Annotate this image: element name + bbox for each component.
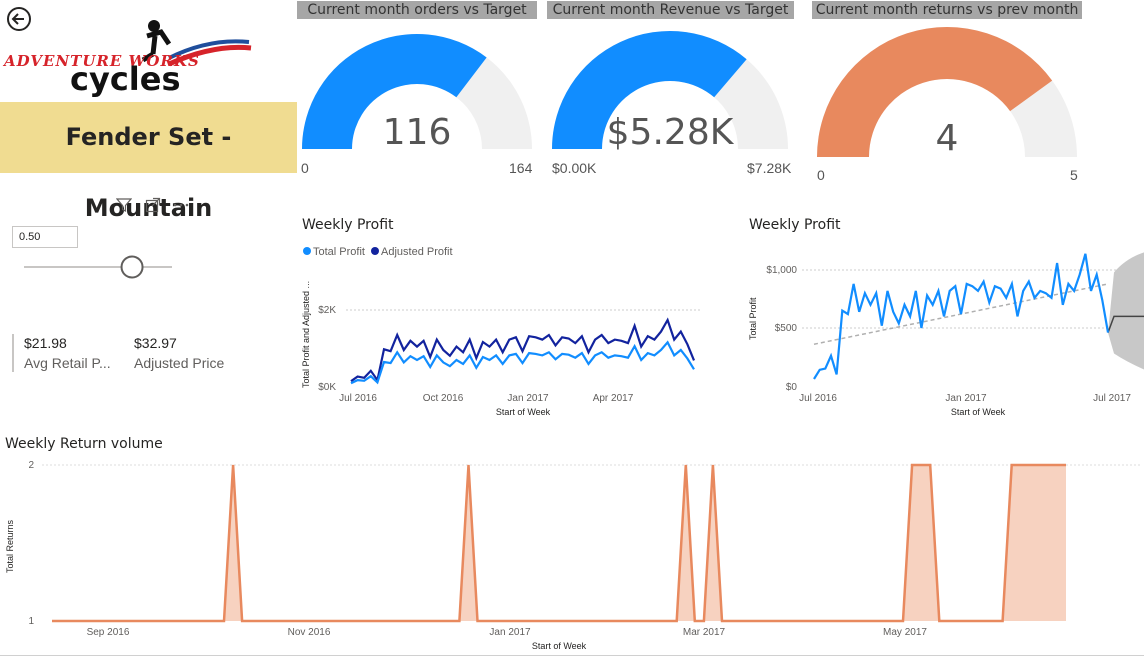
logo-line1: ADVENTURE WORKS	[4, 52, 200, 70]
y-tick-1: 1	[28, 616, 34, 627]
weekly-return-chart[interactable]: 1 2 Total Returns Sep 2016 Nov 2016 Jan …	[0, 455, 1144, 655]
x-tick-sep-2016: Sep 2016	[87, 627, 130, 638]
gauge-orders-fill	[302, 33, 487, 149]
filter-icon[interactable]	[116, 197, 132, 213]
gauge-revenue-fill	[552, 30, 747, 150]
legend-adjusted-profit-marker	[371, 247, 379, 255]
gauge-returns-min: 0	[817, 167, 825, 183]
kpi-adjusted-price-label: Adjusted Price	[134, 355, 225, 371]
x-tick-oct-2016: Oct 2016	[423, 393, 464, 404]
legend-total-profit: Total Profit	[313, 246, 365, 258]
kpi-divider	[12, 334, 14, 372]
x-tick-apr-2017: Apr 2017	[593, 393, 634, 404]
x-tick-jul-2016: Jul 2016	[339, 393, 377, 404]
gauge-returns-fill	[817, 27, 1053, 157]
gauge-revenue-title: Current month Revenue vs Target	[547, 1, 794, 19]
gauge-orders-arc	[302, 33, 532, 149]
gauge-revenue-max: $7.28K	[747, 160, 792, 176]
y-tick-1000: $1,000	[766, 265, 797, 276]
price-slider[interactable]	[20, 254, 180, 280]
kpi-avg-retail-value: $21.98	[24, 335, 67, 351]
y-tick-0: $0	[786, 382, 798, 393]
back-arrow-icon[interactable]	[6, 6, 32, 32]
series-returns-line[interactable]	[52, 463, 1066, 623]
gauge-returns-arc	[817, 27, 1077, 158]
bottom-border	[0, 655, 1144, 656]
y-tick-2: 2	[28, 460, 34, 471]
product-title: Fender Set - Mountain	[0, 102, 297, 222]
legend-total-profit-marker	[303, 247, 311, 255]
slider-thumb[interactable]	[120, 255, 144, 279]
series-total-profit-line[interactable]	[350, 340, 695, 385]
gauge-orders-min: 0	[301, 160, 309, 176]
kpi-adjusted-price-value: $32.97	[134, 335, 177, 351]
slider-value-input[interactable]: 0.50	[12, 226, 78, 248]
x-tick-jul-2017: Jul 2017	[1093, 393, 1131, 404]
more-options-icon[interactable]	[172, 197, 190, 213]
x-tick-mar-2017: Mar 2017	[683, 627, 726, 638]
weekly-return-title: Weekly Return volume	[5, 436, 163, 452]
x-axis-label: Start of Week	[951, 407, 1006, 417]
gauge-revenue-value: $5.28K	[606, 112, 734, 153]
y-axis-label: Total Profit	[748, 297, 758, 340]
gauge-orders-title: Current month orders vs Target	[297, 1, 537, 19]
cyclist-logo-icon	[141, 20, 252, 67]
x-tick-nov-2016: Nov 2016	[288, 627, 331, 638]
y-tick-500: $500	[775, 323, 798, 334]
weekly-profit-legend[interactable]: Total Profit Adjusted Profit	[303, 246, 453, 258]
logo-line2: cycles	[70, 60, 181, 98]
x-tick-may-2017: May 2017	[883, 627, 927, 638]
x-tick-jan-2017: Jan 2017	[489, 627, 531, 638]
forecast-confidence-band	[1108, 252, 1144, 370]
legend-adjusted-profit: Adjusted Profit	[381, 246, 453, 258]
gauge-revenue-min: $0.00K	[552, 160, 597, 176]
y-tick-0: $0K	[318, 382, 336, 393]
gauge-orders-max: 164	[509, 160, 533, 176]
x-tick-jan-2017: Jan 2017	[945, 393, 987, 404]
gauge-returns-value: 4	[935, 118, 959, 159]
x-axis-label: Start of Week	[496, 407, 551, 417]
series-adjusted-profit-line[interactable]	[350, 317, 696, 383]
weekly-profit-title: Weekly Profit	[302, 217, 394, 233]
gauge-revenue-arc	[552, 30, 788, 150]
weekly-profit-forecast-chart[interactable]: $0 $500 $1,000 Total Profit Jul 2016 Jan…	[744, 238, 1144, 423]
y-tick-2k: $2K	[318, 305, 336, 316]
y-axis-label: Total Returns	[5, 519, 15, 573]
logo: ADVENTURE WORKS cycles	[4, 18, 254, 100]
focus-mode-icon[interactable]	[145, 197, 161, 213]
x-axis-label: Start of Week	[532, 641, 587, 651]
series-returns-area	[52, 465, 1066, 621]
weekly-profit-chart[interactable]: Total Profit Adjusted Profit $0K $2K Tot…	[296, 238, 716, 423]
x-tick-jan-2017: Jan 2017	[507, 393, 549, 404]
series-total-profit-line[interactable]	[813, 253, 1110, 380]
gauge-orders-value: 116	[382, 112, 452, 153]
x-tick-jul-2016: Jul 2016	[799, 393, 837, 404]
forecast-line	[1107, 315, 1144, 333]
y-axis-label: Total Profit and Adjusted ...	[301, 281, 311, 388]
gauge-returns-title: Current month returns vs prev month	[812, 1, 1082, 19]
gauge-returns-max: 5	[1070, 167, 1078, 183]
kpi-avg-retail-label: Avg Retail P...	[24, 355, 111, 371]
weekly-profit-forecast-title: Weekly Profit	[749, 217, 841, 233]
